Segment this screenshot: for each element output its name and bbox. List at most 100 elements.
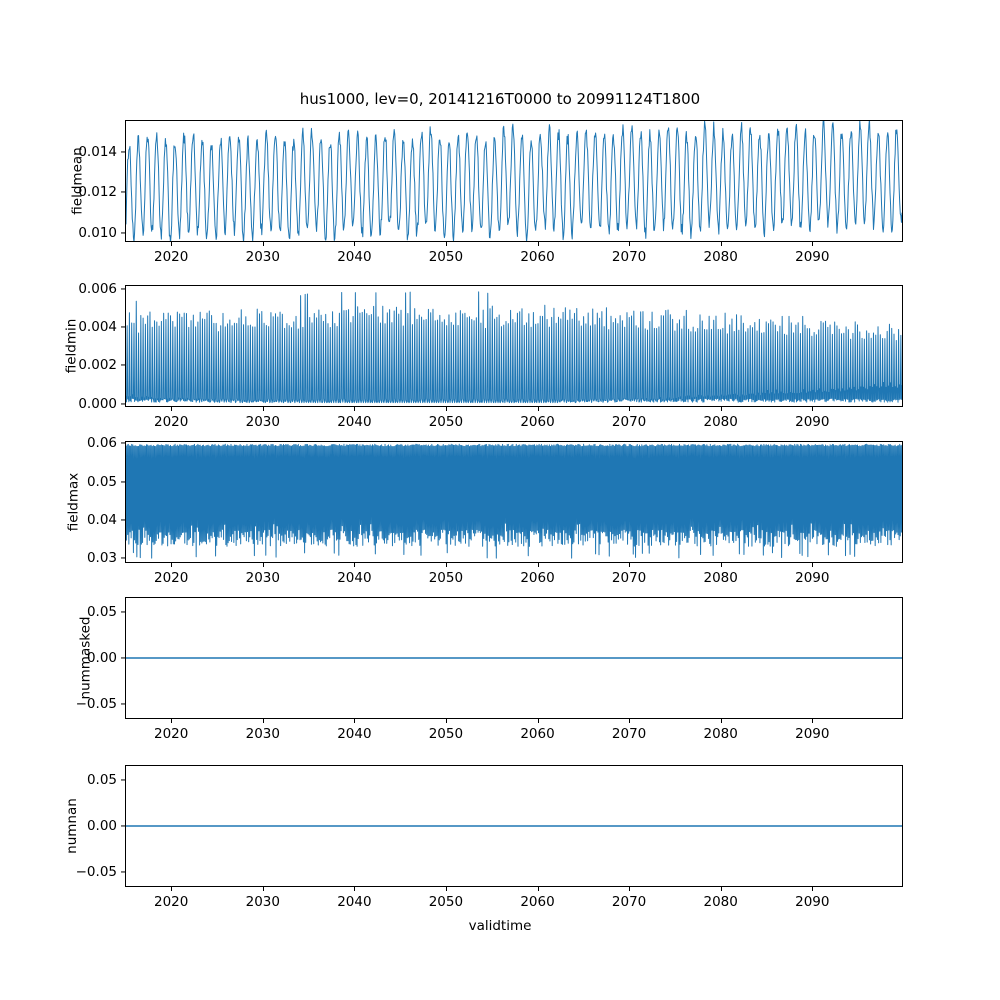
y-tick-mark-fieldmin-1 [121, 364, 125, 366]
x-tick-label-fieldmean-5: 2070 [611, 249, 647, 265]
y-axis-label-text: fieldmean [69, 147, 86, 215]
x-tick-mark-fieldmax-7 [812, 563, 814, 567]
y-tick-mark-numnan-1 [121, 825, 125, 827]
x-tick-mark-numnan-0 [171, 887, 173, 891]
x-tick-label-nummasked-0: 2020 [154, 726, 189, 742]
x-tick-label-fieldmin-1: 2030 [245, 414, 280, 430]
x-tick-mark-fieldmean-7 [812, 242, 814, 246]
x-tick-label-fieldmax-1: 2030 [245, 570, 280, 586]
fieldmax-plot-area [126, 442, 902, 562]
x-tick-label-numnan-4: 2060 [520, 894, 555, 910]
y-tick-label-fieldmin-1: 0.002 [78, 357, 117, 374]
x-tick-mark-numnan-6 [720, 887, 722, 891]
x-tick-label-numnan-7: 2090 [795, 894, 830, 910]
x-tick-mark-nummasked-0 [171, 719, 173, 723]
y-tick-label-fieldmin-2: 0.004 [78, 318, 117, 335]
x-tick-label-nummasked-5: 2070 [611, 726, 647, 742]
x-tick-label-fieldmax-5: 2070 [611, 570, 647, 586]
x-tick-label-nummasked-2: 2040 [337, 726, 372, 742]
x-tick-mark-nummasked-1 [262, 719, 264, 723]
subplot-fieldmin [125, 285, 903, 407]
x-tick-mark-numnan-5 [629, 887, 631, 891]
x-tick-mark-fieldmin-6 [720, 407, 722, 411]
y-axis-label-text: fieldmin [63, 318, 80, 374]
y-tick-mark-fieldmin-3 [121, 287, 125, 290]
y-tick-mark-numnan-2 [121, 779, 125, 781]
x-tick-mark-numnan-1 [262, 887, 264, 891]
y-tick-label-fieldmax-3: 0.06 [86, 435, 117, 452]
x-tick-mark-nummasked-4 [537, 719, 539, 723]
subplot-fieldmax [125, 441, 903, 563]
fieldmean-plot-area [126, 121, 902, 241]
y-tick-label-fieldmin-3: 0.006 [78, 280, 117, 297]
x-tick-mark-fieldmean-6 [720, 242, 722, 246]
x-axis-label: validtime [468, 918, 532, 934]
x-tick-label-fieldmin-7: 2090 [795, 414, 830, 430]
y-tick-label-nummasked-1: 0.00 [86, 650, 117, 666]
x-tick-mark-fieldmean-2 [354, 242, 356, 246]
x-tick-label-fieldmax-0: 2020 [154, 570, 189, 586]
x-tick-label-fieldmean-1: 2030 [245, 249, 280, 265]
x-tick-label-fieldmin-0: 2020 [154, 414, 189, 430]
y-axis-label-text: nummasked [77, 616, 94, 700]
x-tick-label-nummasked-1: 2030 [245, 726, 280, 742]
fieldmin-plot-area [126, 286, 902, 406]
x-tick-label-fieldmax-6: 2080 [703, 570, 738, 586]
y-axis-label-fieldmean: fieldmean [44, 147, 86, 214]
y-axis-label-text: fieldmax [65, 472, 82, 532]
x-tick-mark-fieldmax-3 [445, 563, 447, 567]
y-tick-mark-nummasked-2 [121, 611, 125, 613]
x-tick-label-nummasked-7: 2090 [795, 726, 830, 742]
subplot-fieldmean [125, 120, 903, 242]
x-tick-label-fieldmean-0: 2020 [154, 249, 189, 265]
fieldmin-line [126, 292, 902, 403]
x-tick-label-fieldmean-3: 2050 [428, 249, 464, 265]
y-tick-label-fieldmax-2: 0.05 [86, 473, 117, 490]
x-tick-label-fieldmin-3: 2050 [428, 414, 464, 430]
x-tick-label-fieldmean-7: 2090 [795, 249, 830, 265]
x-tick-mark-numnan-4 [537, 887, 539, 891]
y-tick-mark-fieldmin-0 [121, 402, 125, 405]
x-tick-mark-numnan-7 [812, 887, 814, 891]
y-tick-mark-fieldmean-0 [121, 232, 125, 234]
y-tick-label-numnan-1: 0.00 [86, 818, 117, 834]
y-tick-label-numnan-0: −0.05 [75, 864, 117, 881]
x-tick-mark-nummasked-7 [812, 719, 814, 723]
x-tick-label-nummasked-3: 2050 [428, 726, 464, 742]
x-tick-label-fieldmean-4: 2060 [520, 249, 555, 265]
y-tick-label-fieldmax-0: 0.03 [86, 550, 117, 567]
y-tick-label-fieldmax-1: 0.04 [86, 512, 117, 528]
x-tick-label-nummasked-6: 2080 [703, 726, 738, 742]
y-tick-mark-fieldmax-0 [121, 557, 125, 559]
x-tick-mark-fieldmean-3 [445, 242, 447, 246]
x-tick-label-numnan-3: 2050 [428, 894, 464, 910]
y-axis-label-numnan: numnan [44, 798, 80, 854]
x-tick-mark-numnan-2 [354, 887, 356, 891]
x-tick-mark-fieldmax-0 [171, 563, 173, 567]
fieldmean-line [126, 121, 902, 241]
x-tick-label-fieldmax-3: 2050 [428, 570, 464, 586]
x-tick-mark-numnan-3 [445, 887, 447, 891]
x-tick-mark-fieldmin-0 [171, 407, 173, 411]
y-tick-label-nummasked-2: 0.05 [86, 603, 117, 620]
x-tick-label-nummasked-4: 2060 [520, 726, 555, 742]
numnan-plot-area [126, 766, 902, 886]
x-tick-mark-fieldmax-2 [354, 563, 356, 567]
x-tick-mark-nummasked-6 [720, 719, 722, 723]
x-tick-mark-fieldmax-6 [720, 563, 722, 567]
y-tick-mark-fieldmean-1 [121, 191, 125, 193]
x-tick-mark-fieldmin-5 [629, 407, 631, 411]
y-tick-mark-fieldmax-2 [121, 481, 125, 483]
x-tick-mark-fieldmin-2 [354, 407, 356, 411]
y-tick-mark-fieldmean-2 [121, 150, 125, 153]
y-tick-label-numnan-2: 0.05 [86, 771, 117, 788]
y-tick-label-fieldmean-2: 0.014 [78, 143, 117, 160]
x-tick-label-numnan-1: 2030 [245, 894, 280, 910]
x-tick-mark-fieldmean-4 [537, 242, 539, 246]
x-tick-mark-fieldmax-5 [629, 563, 631, 567]
y-axis-label-fieldmax: fieldmax [44, 473, 81, 532]
y-tick-label-fieldmin-0: 0.000 [78, 395, 117, 412]
x-tick-label-fieldmean-6: 2080 [703, 249, 738, 265]
x-tick-label-fieldmean-2: 2040 [337, 249, 372, 265]
